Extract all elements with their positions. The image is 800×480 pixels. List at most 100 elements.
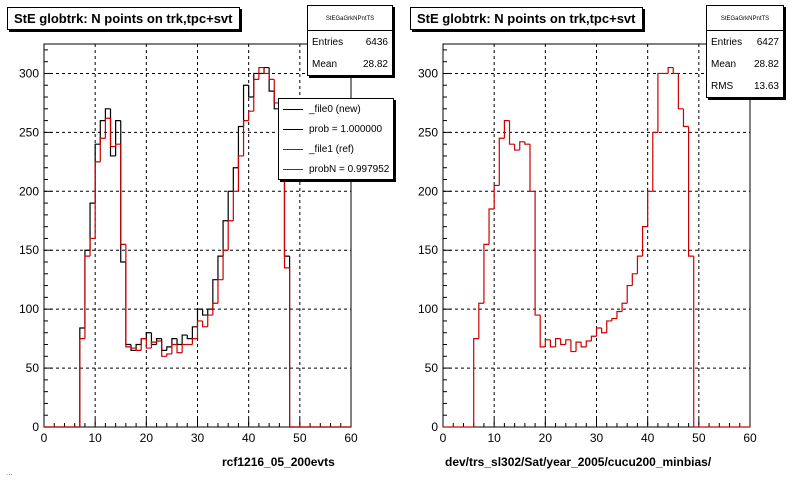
stats-value: 6436 xyxy=(365,36,388,48)
histogram-bin xyxy=(268,73,275,80)
y-tick-label: 250 xyxy=(19,125,39,139)
x-tick-label: 40 xyxy=(242,431,256,445)
stats-value: 13.63 xyxy=(753,80,779,92)
histogram-bin xyxy=(687,126,694,257)
chart-2-stats-row: Mean 28.82 xyxy=(707,53,783,75)
legend-swatch xyxy=(283,168,303,170)
chart-2-title: StE globtrk: N points on trk,tpc+svt xyxy=(410,7,643,30)
stats-value: 6427 xyxy=(756,36,779,48)
chart-1-stats-row: Entries 6436 xyxy=(308,31,392,53)
y-tick-label: 100 xyxy=(19,302,39,316)
histogram-bin xyxy=(125,244,131,348)
stats-value: 28.82 xyxy=(362,58,388,70)
stats-label: Entries xyxy=(312,36,344,48)
histogram-bin xyxy=(529,144,536,192)
chart-1-stats-header: StEGaGrkNPntTS xyxy=(308,6,392,31)
histogram-bin xyxy=(109,118,116,148)
histogram-bin xyxy=(181,334,188,345)
histogram-bin xyxy=(222,249,229,280)
histogram-bin xyxy=(130,346,137,349)
histogram-bin xyxy=(207,308,213,316)
histogram-bin xyxy=(590,335,597,341)
histogram-bin xyxy=(570,339,577,353)
y-tick-label: 0 xyxy=(431,420,438,434)
histogram-bin xyxy=(104,108,111,121)
y-tick-label: 100 xyxy=(418,302,438,316)
histogram-bin xyxy=(202,309,208,316)
histogram-bin xyxy=(647,190,653,227)
histogram-bin xyxy=(181,343,188,353)
histogram-bin xyxy=(631,273,638,286)
legend-entry: probN = 0.997952 xyxy=(279,159,393,179)
histogram-bin xyxy=(611,317,617,321)
histogram-bin xyxy=(191,326,198,339)
y-tick-label: 150 xyxy=(418,243,438,257)
histogram-bin xyxy=(601,328,607,334)
histogram-bin xyxy=(99,119,106,145)
histogram-bin xyxy=(207,314,213,327)
chart-1-stats-row: Mean 28.82 xyxy=(308,53,392,75)
histogram-bin xyxy=(473,338,479,427)
y-tick-label: 200 xyxy=(418,184,438,198)
histogram-bin xyxy=(514,144,520,151)
histogram-bin xyxy=(667,66,674,74)
histogram-bin xyxy=(217,279,224,304)
x-tick-label: 30 xyxy=(191,431,205,445)
histogram-bin xyxy=(115,143,121,147)
x-tick-label: 50 xyxy=(293,431,307,445)
histogram-bin xyxy=(79,338,85,427)
histogram-bin xyxy=(580,342,587,348)
histogram-bin xyxy=(99,137,106,162)
histogram-bin xyxy=(289,267,295,428)
histogram-bin xyxy=(227,190,234,221)
histogram-bin xyxy=(253,78,259,112)
chart-1-stats-box: StEGaGrkNPntTS Entries 6436 Mean 28.82 xyxy=(307,5,393,76)
histogram-bin xyxy=(120,144,126,245)
histogram-bin xyxy=(191,338,198,345)
histogram-bin xyxy=(493,184,500,209)
y-tick-label: 300 xyxy=(418,66,438,80)
histogram-bin xyxy=(682,108,689,128)
histogram-bin xyxy=(534,191,541,316)
legend-entry: prob = 1.000000 xyxy=(279,119,393,139)
histogram-bin xyxy=(575,341,582,352)
histogram-bin xyxy=(150,341,157,349)
histogram-bin xyxy=(478,302,484,339)
stats-label: RMS xyxy=(711,80,734,92)
y-tick-label: 150 xyxy=(19,243,39,257)
chart-1-title: StE globtrk: N points on trk,tpc+svt xyxy=(7,7,240,30)
legend-label: probN = 0.997952 xyxy=(309,163,390,175)
legend-swatch xyxy=(283,128,303,130)
y-tick-label: 0 xyxy=(32,420,39,434)
x-tick-label: 0 xyxy=(41,431,48,445)
legend-swatch xyxy=(283,108,303,110)
x-tick-label: 50 xyxy=(692,431,706,445)
chart-1-legend: _file0 (new) prob = 1.000000 _file1 (ref… xyxy=(278,98,394,180)
histogram-bin xyxy=(636,255,643,274)
x-tick-label: 0 xyxy=(440,431,447,445)
chart-1-x-caption: rcf1216_05_200evts xyxy=(222,455,335,469)
histogram-bin xyxy=(176,344,183,354)
histogram-bin xyxy=(171,343,178,354)
histogram-bin xyxy=(585,340,592,347)
histogram-bin xyxy=(140,338,147,351)
histogram-bin xyxy=(202,320,208,328)
histogram-bin xyxy=(488,208,495,245)
legend-label: prob = 1.000000 xyxy=(309,123,383,135)
histogram-bin xyxy=(155,340,162,343)
histogram-bin xyxy=(84,255,91,339)
chart-2-stats-row: RMS 13.63 xyxy=(707,75,783,97)
x-tick-label: 20 xyxy=(539,431,553,445)
chart-2-stats-box: StEGaGrkNPntTS Entries 6427 Mean 28.82 R… xyxy=(706,5,784,98)
x-tick-label: 10 xyxy=(487,431,501,445)
histogram-bin xyxy=(161,340,167,357)
histogram-bin xyxy=(227,220,234,251)
histogram-bin xyxy=(503,119,510,139)
histogram-bin xyxy=(606,320,612,333)
histogram-bin xyxy=(524,141,530,145)
legend-swatch xyxy=(283,148,303,150)
histogram-bin xyxy=(273,79,280,104)
histogram-bin xyxy=(89,237,96,257)
histogram-bin xyxy=(248,85,254,98)
